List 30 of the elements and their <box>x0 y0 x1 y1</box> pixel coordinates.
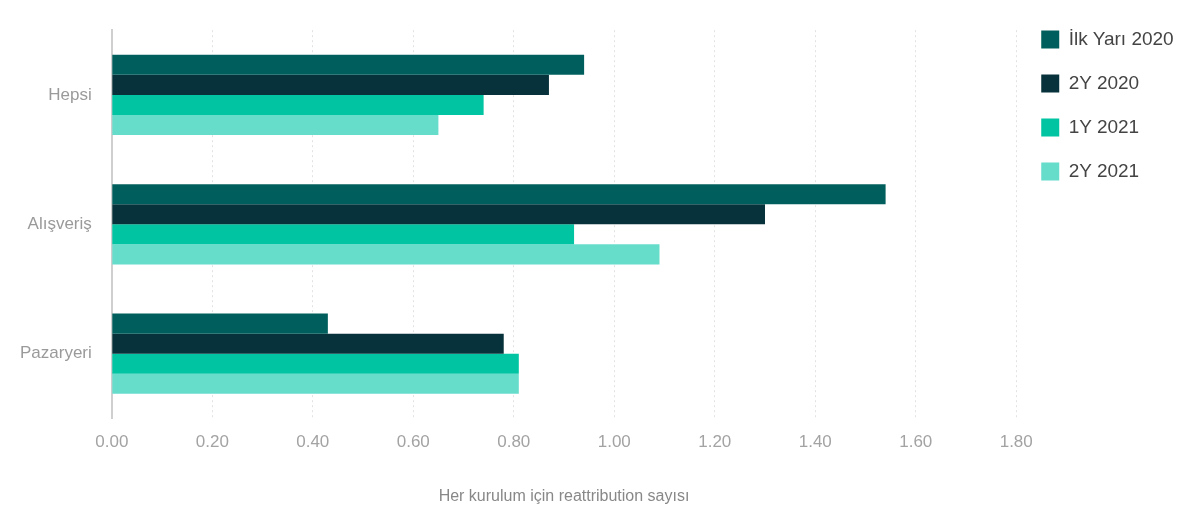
bar <box>112 184 886 205</box>
x-tick-label: 1.60 <box>899 432 933 452</box>
bar <box>112 224 575 245</box>
y-tick-label: Alışveriş <box>27 213 92 233</box>
bar <box>112 373 519 394</box>
x-axis-title: Her kurulum için reattribution sayısı <box>438 486 690 504</box>
x-tick-label: 1.80 <box>999 432 1033 452</box>
x-tick-label: 0.00 <box>95 432 129 452</box>
legend-label: 2Y 2020 <box>1068 71 1140 93</box>
y-tick-label: Pazaryeri <box>19 343 92 363</box>
bar <box>112 353 519 374</box>
x-tick-label: 0.80 <box>497 432 531 452</box>
x-tick-label: 0.20 <box>195 432 229 452</box>
bar <box>112 333 504 354</box>
x-tick-label: 0.40 <box>296 432 330 452</box>
bar <box>112 313 328 334</box>
legend-label: İlk Yarı 2020 <box>1068 27 1174 49</box>
bar <box>112 204 766 225</box>
y-tick-label: Hepsi <box>48 84 92 104</box>
bar <box>112 244 660 265</box>
bar <box>112 54 585 75</box>
bar <box>112 114 439 136</box>
x-tick-label: 1.40 <box>798 432 832 452</box>
x-tick-label: 1.20 <box>698 432 732 452</box>
bar <box>112 74 549 95</box>
legend-label: 1Y 2021 <box>1068 115 1140 137</box>
bar <box>112 94 484 115</box>
x-tick-label: 1.00 <box>597 432 631 452</box>
legend-label: 2Y 2021 <box>1068 159 1140 181</box>
x-tick-label: 0.60 <box>396 432 430 452</box>
